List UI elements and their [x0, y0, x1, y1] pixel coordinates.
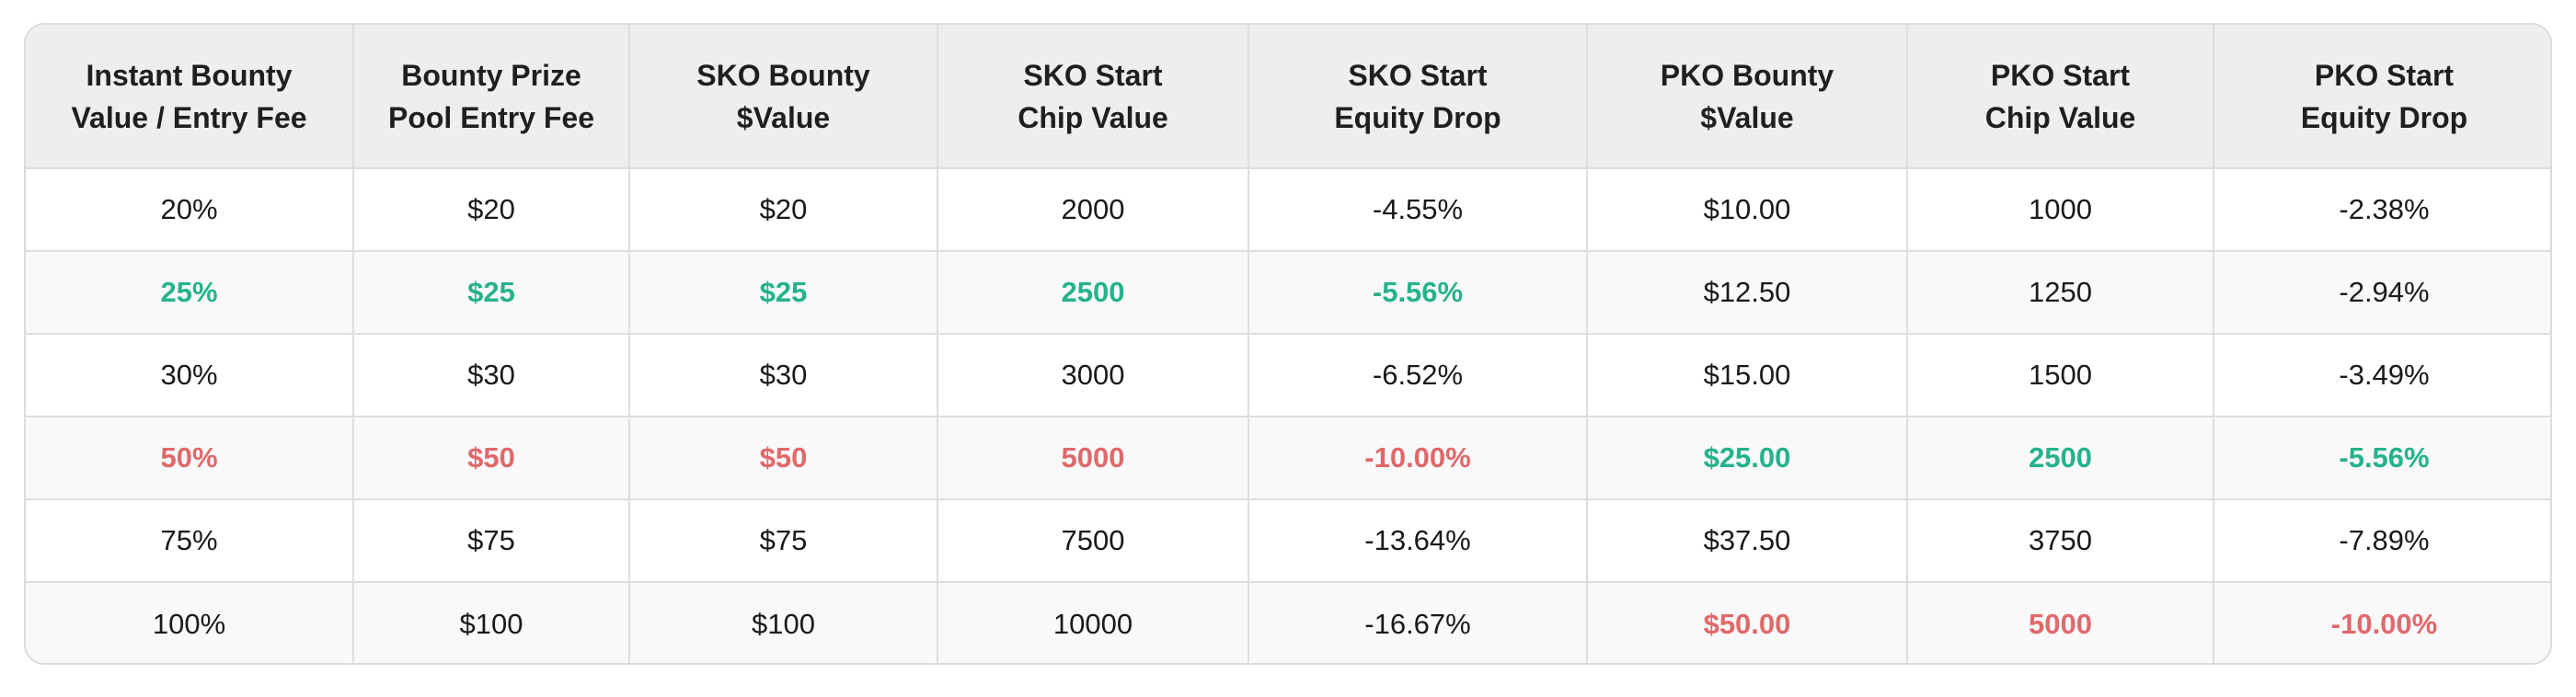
table-cell: -16.67%	[1248, 582, 1588, 663]
header-bounty-prize-pool-entry-fee: Bounty Prize Pool Entry Fee	[353, 25, 630, 169]
table-cell: 30%	[26, 334, 354, 417]
table-cell: -2.94%	[2214, 251, 2550, 335]
table-row: 25% $25 $25 2500 -5.56% $12.50 1250 -2.9…	[26, 251, 2550, 335]
table-cell: $25	[629, 251, 938, 335]
header-line: Equity Drop	[2300, 100, 2468, 134]
header-line: $Value	[1700, 100, 1794, 134]
table-cell: $100	[629, 582, 938, 663]
table-cell: $10.00	[1587, 168, 1908, 252]
header-row: Instant Bounty Value / Entry Fee Bounty P…	[26, 25, 2550, 169]
table-cell: 7500	[937, 499, 1249, 583]
header-line: PKO Bounty	[1660, 58, 1834, 92]
header-pko-bounty-value: PKO Bounty $Value	[1587, 25, 1908, 169]
header-sko-start-equity-drop: SKO Start Equity Drop	[1248, 25, 1588, 169]
table-cell: -3.49%	[2214, 334, 2550, 417]
table-cell: 5000	[1907, 582, 2214, 663]
table-cell: $75	[629, 499, 938, 583]
table-row: 75% $75 $75 7500 -13.64% $37.50 3750 -7.…	[26, 499, 2550, 583]
table-cell: $25	[353, 251, 630, 335]
table-cell: $20	[353, 168, 630, 252]
header-line: Chip Value	[1018, 100, 1168, 134]
header-line: Pool Entry Fee	[387, 100, 595, 134]
table-cell: 1000	[1907, 168, 2214, 252]
table-cell: -10.00%	[2214, 582, 2550, 663]
table-cell: $75	[353, 499, 630, 583]
table-cell: 100%	[26, 582, 354, 663]
header-instant-bounty-value-entry-fee: Instant Bounty Value / Entry Fee	[26, 25, 354, 169]
table-cell: 3000	[937, 334, 1249, 417]
header-sko-start-chip-value: SKO Start Chip Value	[937, 25, 1249, 169]
table-cell: 50%	[26, 417, 354, 500]
table-cell: $37.50	[1587, 499, 1908, 583]
table-cell: 2500	[937, 251, 1249, 335]
table-body: 20% $20 $20 2000 -4.55% $10.00 1000 -2.3…	[26, 168, 2550, 663]
table-cell: 10000	[937, 582, 1249, 663]
header-line: Chip Value	[1984, 100, 2136, 134]
bounty-comparison-table-container: Instant Bounty Value / Entry Fee Bounty P…	[24, 23, 2552, 665]
header-line: PKO Start	[1990, 58, 2131, 92]
table-row: 20% $20 $20 2000 -4.55% $10.00 1000 -2.3…	[26, 168, 2550, 252]
header-line: SKO Bounty	[696, 58, 870, 92]
table-row: 100% $100 $100 10000 -16.67% $50.00 5000…	[26, 582, 2550, 663]
table-cell: -4.55%	[1248, 168, 1588, 252]
table-row: 50% $50 $50 5000 -10.00% $25.00 2500 -5.…	[26, 417, 2550, 500]
header-line: Equity Drop	[1334, 100, 1501, 134]
table-cell: 75%	[26, 499, 354, 583]
header-line: Bounty Prize	[401, 58, 581, 92]
table-cell: -13.64%	[1248, 499, 1588, 583]
header-line: Value / Entry Fee	[71, 100, 307, 134]
header-line: SKO Start	[1023, 58, 1163, 92]
header-line: SKO Start	[1348, 58, 1488, 92]
bounty-comparison-table: Instant Bounty Value / Entry Fee Bounty P…	[26, 25, 2550, 663]
header-line: PKO Start	[2314, 58, 2455, 92]
header-pko-start-chip-value: PKO Start Chip Value	[1907, 25, 2214, 169]
table-cell: 2500	[1907, 417, 2214, 500]
table-cell: -2.38%	[2214, 168, 2550, 252]
table-cell: $25.00	[1587, 417, 1908, 500]
table-cell: -5.56%	[1248, 251, 1588, 335]
table-cell: 25%	[26, 251, 354, 335]
table-cell: $50	[353, 417, 630, 500]
table-header: Instant Bounty Value / Entry Fee Bounty P…	[26, 25, 2550, 169]
table-cell: 2000	[937, 168, 1249, 252]
table-cell: $30	[353, 334, 630, 417]
table-cell: $50	[629, 417, 938, 500]
table-cell: 3750	[1907, 499, 2214, 583]
header-line: Instant Bounty	[86, 58, 293, 92]
table-cell: 20%	[26, 168, 354, 252]
table-row: 30% $30 $30 3000 -6.52% $15.00 1500 -3.4…	[26, 334, 2550, 417]
table-cell: -7.89%	[2214, 499, 2550, 583]
table-cell: -6.52%	[1248, 334, 1588, 417]
table-cell: $30	[629, 334, 938, 417]
table-cell: 5000	[937, 417, 1249, 500]
table-cell: $15.00	[1587, 334, 1908, 417]
header-line: $Value	[736, 100, 831, 134]
table-cell: $50.00	[1587, 582, 1908, 663]
header-sko-bounty-value: SKO Bounty $Value	[629, 25, 938, 169]
table-cell: 1250	[1907, 251, 2214, 335]
table-cell: -5.56%	[2214, 417, 2550, 500]
table-cell: $12.50	[1587, 251, 1908, 335]
table-cell: $20	[629, 168, 938, 252]
table-cell: -10.00%	[1248, 417, 1588, 500]
table-cell: $100	[353, 582, 630, 663]
table-cell: 1500	[1907, 334, 2214, 417]
header-pko-start-equity-drop: PKO Start Equity Drop	[2214, 25, 2550, 169]
